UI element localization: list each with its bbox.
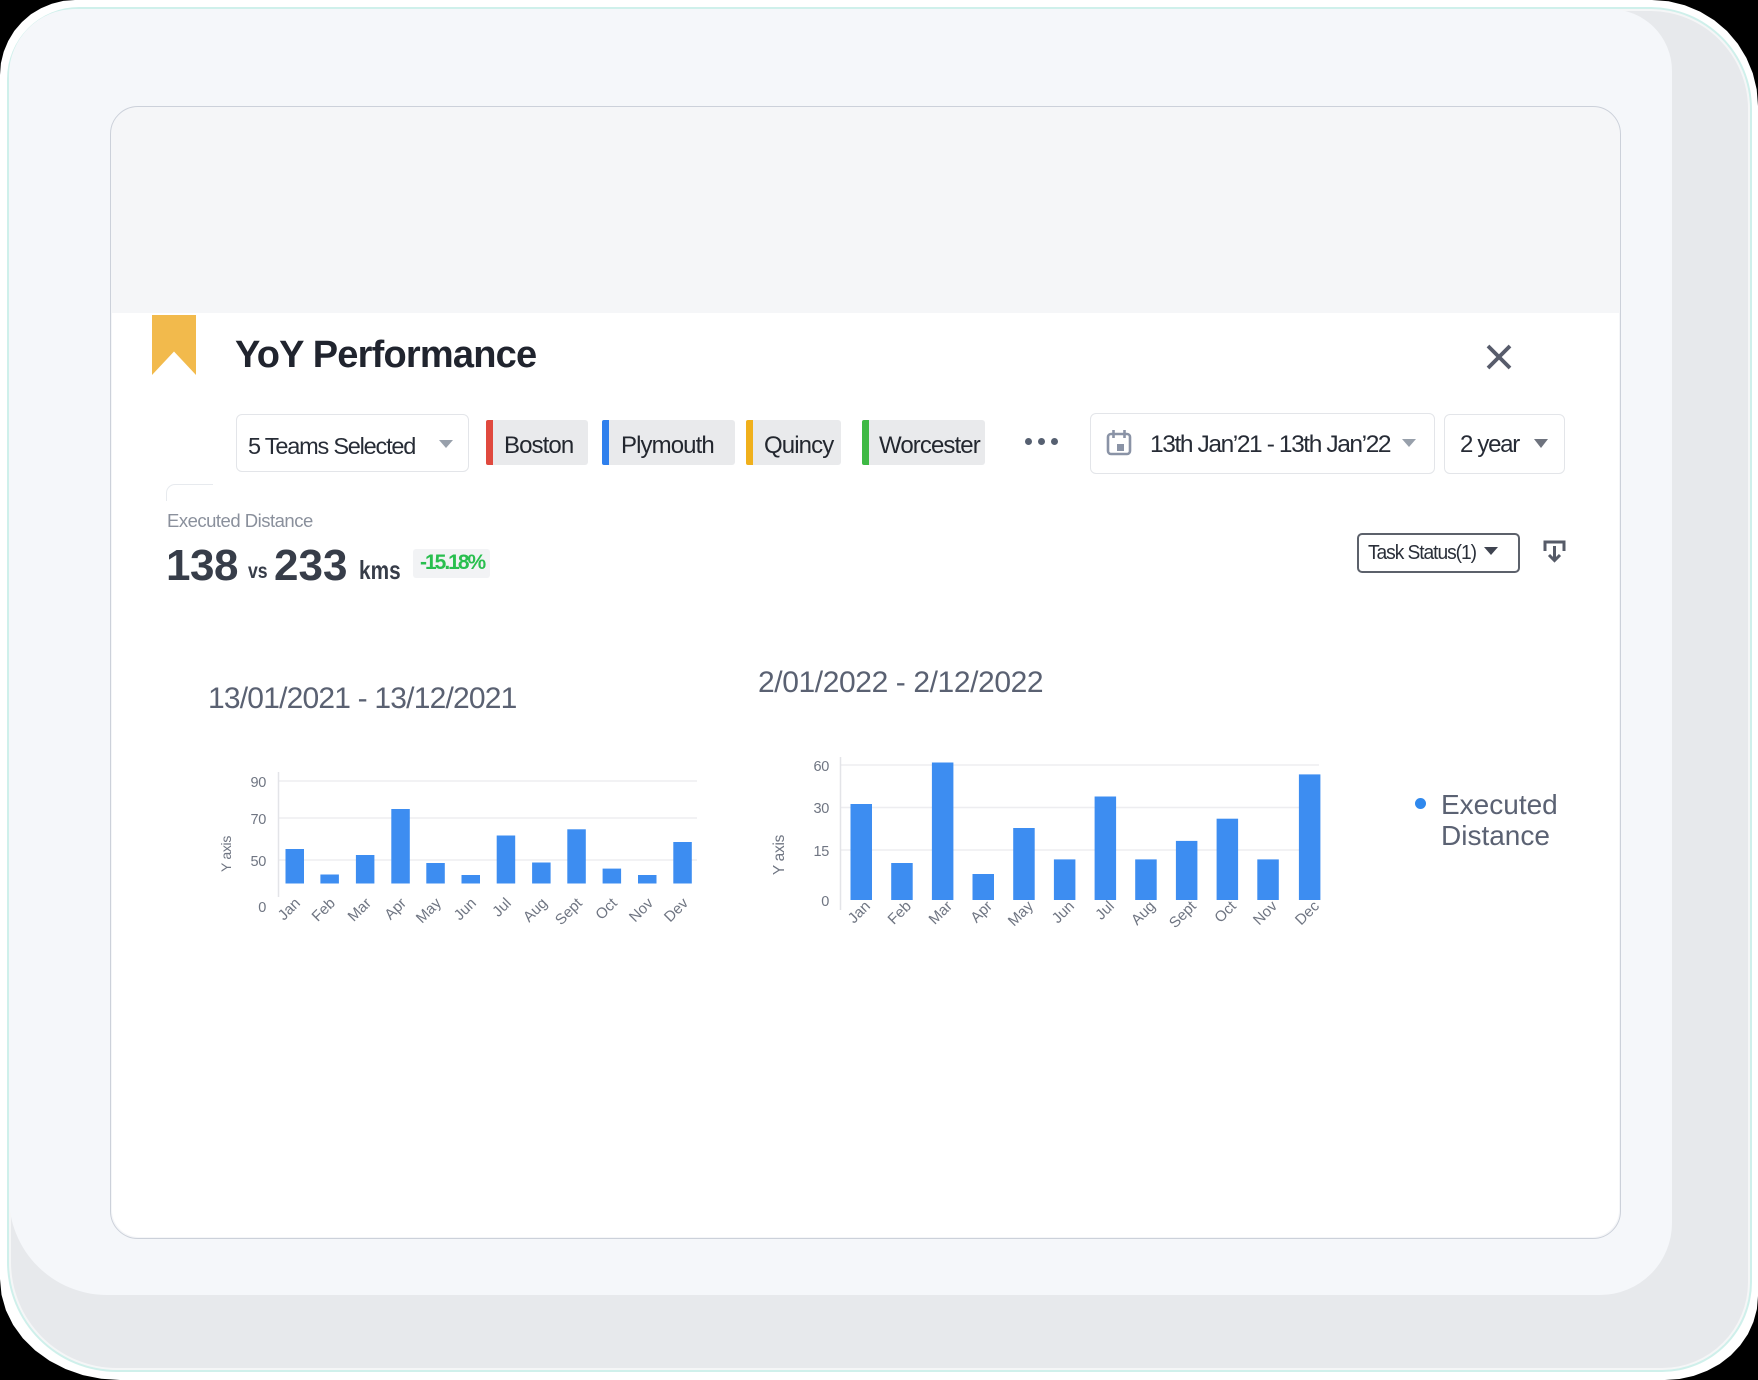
svg-text:Mar: Mar bbox=[345, 895, 375, 925]
svg-text:Sept: Sept bbox=[552, 894, 586, 928]
svg-text:Jun: Jun bbox=[451, 895, 480, 924]
svg-text:50: 50 bbox=[250, 854, 266, 870]
svg-text:Y axis: Y axis bbox=[771, 834, 788, 875]
svg-text:Feb: Feb bbox=[309, 895, 339, 925]
svg-text:90: 90 bbox=[250, 775, 266, 791]
svg-text:May: May bbox=[413, 894, 445, 926]
svg-text:30: 30 bbox=[813, 801, 829, 817]
svg-text:Aug: Aug bbox=[1128, 898, 1159, 929]
svg-text:Jun: Jun bbox=[1049, 898, 1078, 927]
svg-text:Jan: Jan bbox=[845, 898, 874, 927]
svg-text:Aug: Aug bbox=[520, 895, 551, 926]
svg-text:Apr: Apr bbox=[967, 898, 996, 927]
svg-text:0: 0 bbox=[821, 894, 829, 910]
svg-text:Mar: Mar bbox=[926, 898, 956, 928]
svg-text:Feb: Feb bbox=[885, 898, 915, 928]
svg-text:May: May bbox=[1005, 897, 1037, 929]
svg-text:Sept: Sept bbox=[1166, 897, 1200, 931]
svg-text:Jul: Jul bbox=[1092, 898, 1118, 924]
svg-text:Oct: Oct bbox=[592, 894, 621, 923]
svg-text:60: 60 bbox=[813, 759, 829, 775]
svg-text:0: 0 bbox=[258, 900, 266, 916]
svg-text:Jul: Jul bbox=[489, 895, 515, 921]
svg-text:Oct: Oct bbox=[1211, 897, 1240, 926]
svg-text:70: 70 bbox=[250, 812, 266, 828]
svg-text:Jan: Jan bbox=[275, 895, 304, 924]
svg-text:Apr: Apr bbox=[381, 895, 410, 924]
svg-text:Y axis: Y axis bbox=[218, 836, 234, 872]
svg-text:Nov: Nov bbox=[626, 894, 657, 925]
svg-text:Nov: Nov bbox=[1250, 897, 1281, 928]
svg-text:Dev: Dev bbox=[661, 894, 692, 925]
svg-text:15: 15 bbox=[813, 844, 829, 860]
svg-text:Dec: Dec bbox=[1292, 897, 1323, 928]
